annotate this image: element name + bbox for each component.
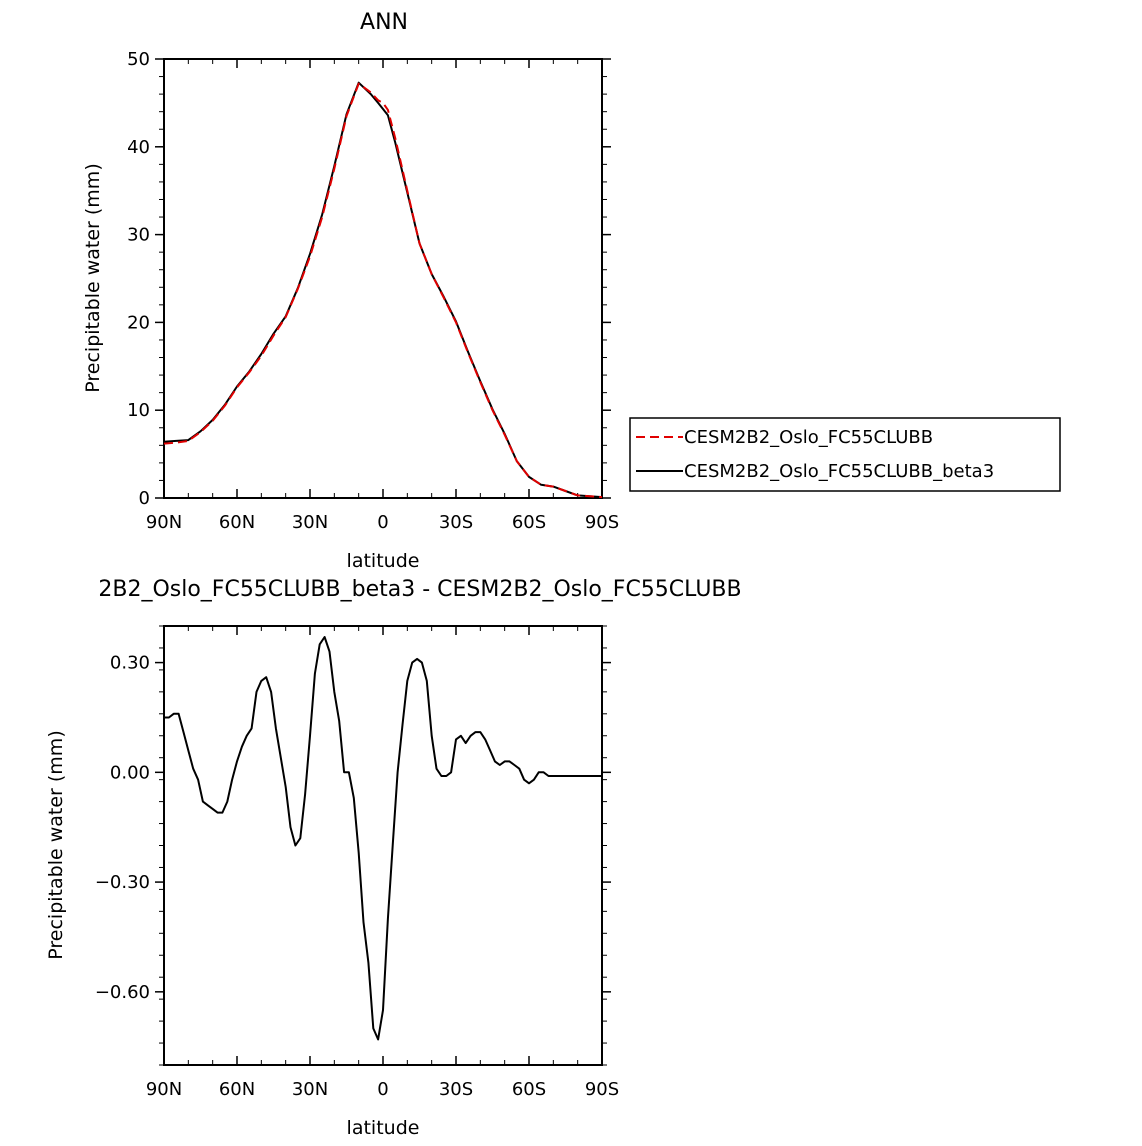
- chart-bottom-ylabel: Precipitable water (mm): [45, 730, 67, 959]
- y-tick-label: 20: [127, 312, 150, 333]
- chart-bottom-series: [164, 636, 602, 1041]
- x-tick-label: 60S: [512, 1079, 546, 1100]
- chart-top-legend: CESM2B2_Oslo_FC55CLUBB CESM2B2_Oslo_FC55…: [629, 417, 1061, 492]
- x-tick-label: 0: [377, 1079, 388, 1100]
- x-tick-label: 0: [377, 512, 388, 533]
- y-tick-label: 0.30: [110, 653, 150, 674]
- legend-label-series-1: CESM2B2_Oslo_FC55CLUBB: [684, 427, 933, 448]
- y-tick-label: 30: [127, 225, 150, 246]
- x-tick-label: 60N: [219, 1079, 255, 1100]
- chart-bottom-xlabel: latitude: [347, 1117, 420, 1139]
- y-tick-label: −0.30: [95, 872, 150, 893]
- chart-top-frame: [163, 58, 603, 499]
- chart-top-x-ticks: 90N 60N 30N 0 30S 60S 90S: [146, 59, 619, 533]
- x-tick-label: 90N: [146, 1079, 182, 1100]
- x-tick-label: 30N: [292, 512, 328, 533]
- chart-top-series: [163, 81, 603, 499]
- x-tick-label: 60N: [219, 512, 255, 533]
- series-line-bottom-1: [164, 636, 602, 1041]
- chart-bottom-y-ticks: 0.30 0.00 −0.30 −0.60: [95, 625, 611, 1066]
- series-line-top-1: [163, 82, 603, 499]
- chart-bottom-x-ticks: 90N 60N 30N 0 30S 60S 90S: [146, 626, 619, 1100]
- x-tick-label: 30N: [292, 1079, 328, 1100]
- chart-top-y-ticks: 0 10 20 30 40 50: [127, 49, 611, 509]
- chart-top-ylabel: Precipitable water (mm): [82, 163, 104, 392]
- chart-top-title: ANN: [360, 10, 408, 35]
- series-line-top-2: [163, 81, 603, 499]
- x-tick-label: 90S: [585, 512, 619, 533]
- y-tick-label: 10: [127, 400, 150, 421]
- x-tick-label: 90S: [585, 1079, 619, 1100]
- y-tick-label: 0: [139, 488, 150, 509]
- chart-top-xlabel: latitude: [347, 550, 420, 572]
- x-tick-label: 90N: [146, 512, 182, 533]
- x-tick-label: 30S: [439, 512, 473, 533]
- y-tick-label: 50: [127, 49, 150, 70]
- chart-top: ANN 90N 60N 30N 0 30S 60S 90S 0 10 20 30 40 50 lati…: [82, 10, 1061, 572]
- chart-bottom: 2B2_Oslo_FC55CLUBB_beta3 - CESM2B2_Oslo_…: [45, 577, 742, 1139]
- y-tick-label: −0.60: [95, 982, 150, 1003]
- chart-bottom-title: 2B2_Oslo_FC55CLUBB_beta3 - CESM2B2_Oslo_…: [98, 577, 741, 602]
- x-tick-label: 30S: [439, 1079, 473, 1100]
- y-tick-label: 40: [127, 137, 150, 158]
- legend-label-series-2: CESM2B2_Oslo_FC55CLUBB_beta3: [684, 461, 994, 482]
- x-tick-label: 60S: [512, 512, 546, 533]
- legend-box: [629, 417, 1061, 492]
- y-tick-label: 0.00: [110, 762, 150, 783]
